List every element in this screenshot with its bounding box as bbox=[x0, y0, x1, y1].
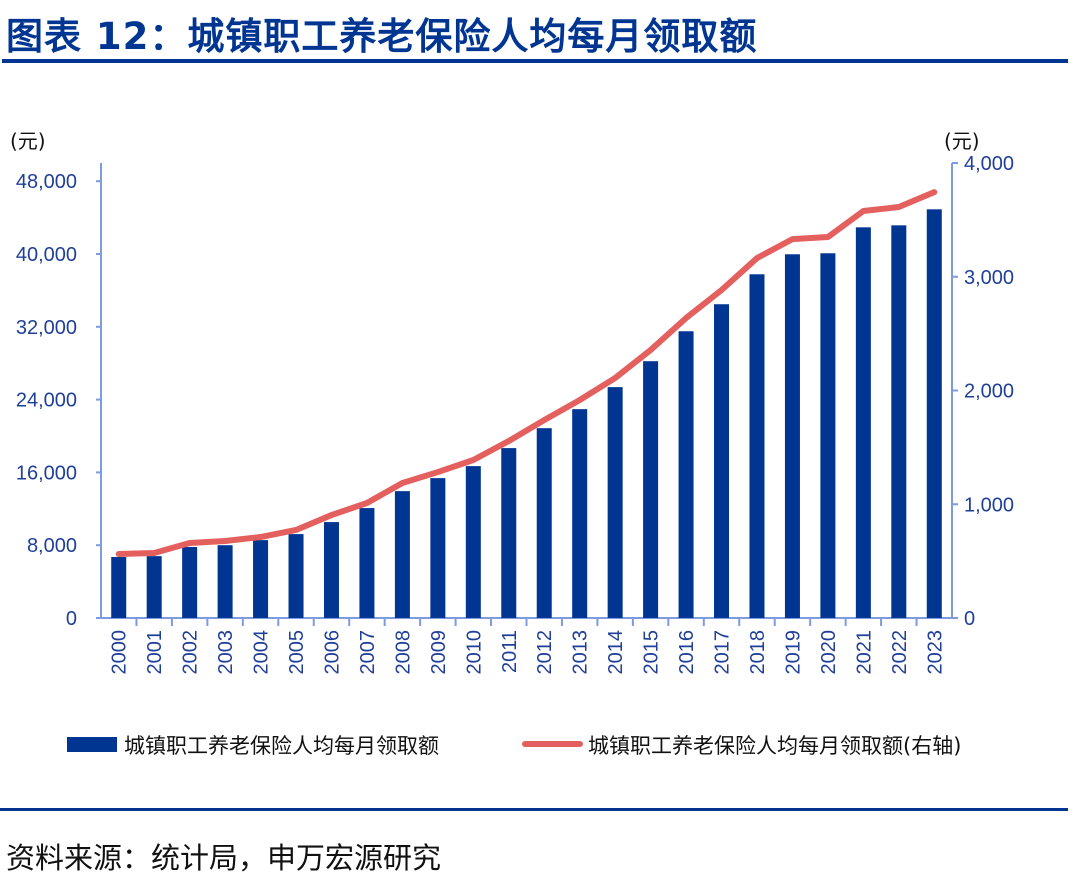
bar-2021 bbox=[855, 227, 871, 618]
x-tick-label: 2017 bbox=[712, 630, 734, 675]
x-tick-label: 2010 bbox=[463, 630, 485, 675]
bar-2018 bbox=[749, 274, 765, 618]
right-y-unit-label: (元) bbox=[944, 129, 980, 153]
bar-2023 bbox=[926, 209, 942, 618]
bar-2011 bbox=[501, 448, 517, 618]
bar-2004 bbox=[253, 540, 269, 618]
right-y-tick-label: 2,000 bbox=[964, 381, 1014, 403]
x-tick-label: 2018 bbox=[747, 630, 769, 675]
bar-2014 bbox=[607, 387, 623, 618]
x-tick-label: 2009 bbox=[428, 630, 450, 675]
bar-2019 bbox=[784, 254, 800, 618]
right-y-tick-label: 0 bbox=[964, 608, 975, 630]
left-y-tick-label: 8,000 bbox=[27, 535, 77, 557]
line-series bbox=[115, 189, 938, 557]
left-y-tick-label: 32,000 bbox=[16, 317, 77, 339]
bar-2000 bbox=[111, 557, 127, 618]
x-tick-label: 2015 bbox=[641, 630, 663, 675]
bar-2017 bbox=[714, 304, 730, 618]
x-tick-label: 2014 bbox=[605, 630, 627, 675]
x-tick-label: 2007 bbox=[357, 630, 379, 675]
source-note: 资料来源：统计局，申万宏源研究 bbox=[6, 841, 442, 875]
title-divider-notch bbox=[0, 59, 2, 63]
bar-2015 bbox=[643, 361, 659, 618]
x-tick-label: 2011 bbox=[499, 630, 521, 673]
x-tick-label: 2019 bbox=[782, 630, 804, 675]
left-y-tick-label: 0 bbox=[66, 608, 77, 630]
legend-bar-label: 城镇职工养老保险人均每月领取额 bbox=[124, 734, 439, 758]
x-tick-label: 2021 bbox=[853, 630, 875, 675]
bar-2002 bbox=[182, 547, 198, 618]
footer-divider bbox=[0, 808, 1068, 811]
x-tick-label: 2006 bbox=[321, 630, 343, 675]
left-y-tick-label: 40,000 bbox=[16, 244, 77, 266]
x-tick-label: 2003 bbox=[215, 630, 237, 675]
bar-2009 bbox=[430, 478, 446, 618]
bar-2010 bbox=[465, 466, 481, 618]
bar-2006 bbox=[323, 522, 339, 618]
chart-title: 图表 12：城镇职工养老保险人均每月领取额 bbox=[6, 15, 758, 58]
x-tick-label: 2020 bbox=[818, 630, 840, 675]
bar-2008 bbox=[394, 491, 410, 618]
left-y-tick-label: 16,000 bbox=[16, 462, 77, 484]
bar-2001 bbox=[146, 556, 162, 618]
x-tick-label: 2000 bbox=[109, 630, 131, 675]
x-tick-label: 2008 bbox=[392, 630, 414, 675]
x-tick-label: 2012 bbox=[534, 630, 556, 675]
bar-2016 bbox=[678, 331, 694, 618]
bar-2005 bbox=[288, 534, 304, 618]
x-tick-label: 2001 bbox=[144, 630, 166, 675]
bar-2022 bbox=[891, 225, 907, 618]
bar-2012 bbox=[536, 428, 552, 618]
x-tick-label: 2016 bbox=[676, 630, 698, 675]
title-divider bbox=[0, 59, 1068, 63]
legend-line-label: 城镇职工养老保险人均每月领取额(右轴) bbox=[588, 734, 961, 758]
x-tick-label: 2002 bbox=[180, 630, 202, 675]
x-tick-label: 2005 bbox=[286, 630, 308, 675]
bar-2007 bbox=[359, 508, 375, 618]
x-tick-label: 2004 bbox=[251, 630, 273, 675]
left-y-tick-label: 24,000 bbox=[16, 390, 77, 412]
left-y-unit-label: (元) bbox=[10, 129, 46, 153]
bar-2020 bbox=[820, 253, 836, 618]
bar-2013 bbox=[572, 409, 588, 618]
right-y-tick-label: 3,000 bbox=[964, 267, 1014, 289]
right-y-tick-label: 1,000 bbox=[964, 494, 1014, 516]
bar-2003 bbox=[217, 545, 233, 618]
x-tick-label: 2022 bbox=[889, 630, 911, 675]
x-tick-label: 2023 bbox=[924, 630, 946, 675]
right-y-tick-label: 4,000 bbox=[964, 153, 1014, 175]
x-tick-label: 2013 bbox=[570, 630, 592, 675]
chart: 0 8,000 16,000 24,000 32,000 40,000 48,000 0 1,0… bbox=[10, 129, 1014, 758]
legend-bar-swatch bbox=[67, 737, 117, 752]
left-y-tick-label: 48,000 bbox=[16, 171, 77, 193]
